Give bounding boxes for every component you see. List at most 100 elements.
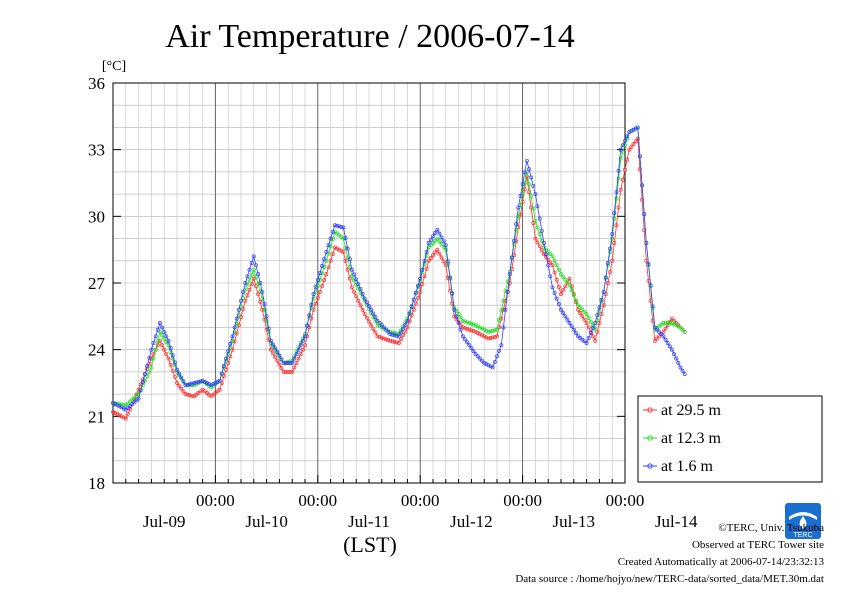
data-point bbox=[633, 139, 638, 144]
data-point bbox=[175, 367, 179, 372]
data-point bbox=[565, 317, 570, 322]
y-tick-label: 24 bbox=[88, 341, 106, 360]
legend-swatch-marker bbox=[647, 435, 653, 441]
data-point bbox=[650, 304, 655, 309]
data-point bbox=[546, 257, 551, 262]
data-point bbox=[258, 299, 263, 304]
data-point bbox=[469, 346, 474, 351]
data-point bbox=[674, 356, 679, 361]
data-point bbox=[591, 326, 595, 330]
data-point bbox=[627, 129, 632, 134]
data-point bbox=[467, 343, 472, 348]
data-point bbox=[678, 365, 683, 370]
data-point bbox=[586, 336, 591, 340]
data-point bbox=[147, 355, 152, 360]
data-point bbox=[595, 329, 600, 334]
data-point bbox=[113, 402, 118, 407]
data-point bbox=[324, 249, 329, 254]
data-point bbox=[247, 267, 252, 272]
data-point bbox=[428, 243, 433, 248]
data-point bbox=[313, 285, 318, 290]
data-point bbox=[179, 386, 184, 391]
x-date-label: Jul-10 bbox=[245, 512, 288, 531]
data-point bbox=[486, 329, 491, 334]
data-point bbox=[119, 414, 124, 419]
data-point bbox=[454, 314, 459, 319]
data-point bbox=[537, 216, 542, 221]
data-point bbox=[307, 313, 312, 318]
data-point bbox=[618, 156, 623, 161]
copyright-text: ©TERC, Univ. Tsukuba bbox=[718, 522, 824, 534]
data-point bbox=[556, 302, 561, 307]
data-point bbox=[292, 356, 297, 361]
legend-swatch-marker bbox=[647, 463, 653, 469]
data-point bbox=[665, 341, 670, 345]
data-point bbox=[584, 341, 589, 345]
data-point bbox=[667, 344, 672, 349]
data-point bbox=[637, 167, 642, 172]
data-point bbox=[539, 248, 544, 253]
data-point bbox=[463, 319, 467, 324]
data-point bbox=[682, 329, 687, 334]
data-point bbox=[488, 329, 493, 334]
data-point bbox=[488, 336, 493, 340]
data-point bbox=[659, 332, 664, 337]
data-point bbox=[524, 158, 529, 163]
data-point bbox=[277, 353, 282, 358]
data-point bbox=[181, 389, 186, 394]
data-point bbox=[358, 303, 363, 308]
data-point bbox=[315, 278, 320, 282]
data-point bbox=[121, 402, 126, 407]
data-point bbox=[563, 284, 568, 289]
y-axis-label: [°C] bbox=[102, 59, 126, 74]
chart-title: Air Temperature / 2006-07-14 bbox=[165, 18, 575, 55]
data-point bbox=[239, 298, 243, 303]
data-point bbox=[369, 323, 374, 328]
data-point bbox=[420, 282, 425, 287]
data-point bbox=[426, 258, 431, 263]
data-point bbox=[185, 392, 190, 397]
data-point bbox=[554, 263, 559, 268]
data-point bbox=[535, 240, 540, 245]
data-point bbox=[576, 303, 581, 308]
data-point bbox=[384, 327, 389, 332]
data-point bbox=[561, 288, 566, 293]
data-point bbox=[115, 403, 120, 408]
data-point bbox=[343, 236, 348, 240]
data-point bbox=[241, 306, 246, 311]
data-point bbox=[424, 266, 429, 271]
data-point bbox=[177, 383, 182, 388]
data-point bbox=[593, 338, 598, 343]
data-point bbox=[477, 356, 482, 361]
data-point bbox=[537, 244, 542, 249]
data-point bbox=[655, 327, 659, 332]
data-point bbox=[467, 321, 472, 325]
data-point bbox=[463, 337, 467, 342]
data-point bbox=[426, 241, 431, 245]
data-point bbox=[153, 334, 158, 339]
data-point bbox=[392, 333, 397, 338]
data-point bbox=[349, 285, 354, 290]
data-point bbox=[672, 352, 677, 357]
data-point bbox=[320, 271, 325, 276]
data-point bbox=[437, 239, 442, 244]
data-point bbox=[676, 361, 681, 365]
data-point bbox=[544, 247, 549, 252]
data-point bbox=[625, 134, 630, 139]
data-point bbox=[373, 315, 378, 320]
data-point bbox=[623, 138, 627, 143]
data-point bbox=[416, 283, 421, 288]
data-point bbox=[396, 334, 401, 339]
data-point bbox=[157, 321, 162, 325]
data-point bbox=[187, 393, 192, 398]
data-point bbox=[531, 221, 536, 225]
data-point bbox=[384, 337, 389, 342]
data-point bbox=[637, 154, 642, 159]
data-point bbox=[563, 314, 568, 319]
data-point bbox=[503, 298, 508, 303]
data-point bbox=[160, 333, 165, 338]
data-point bbox=[439, 255, 444, 260]
data-point bbox=[571, 327, 576, 332]
data-point bbox=[614, 196, 619, 201]
data-point bbox=[443, 243, 448, 248]
